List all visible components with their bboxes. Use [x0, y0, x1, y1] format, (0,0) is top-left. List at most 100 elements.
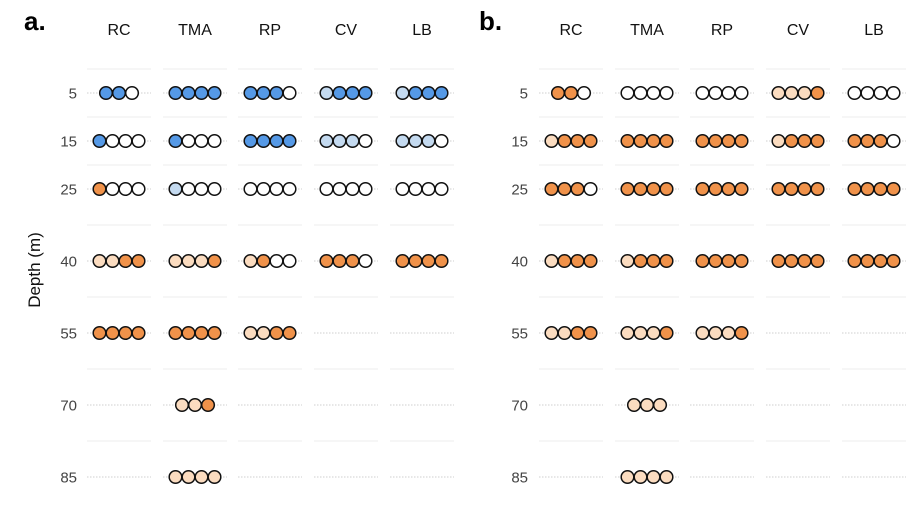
dot-tma-5-2	[181, 85, 196, 101]
dot-rp-55-2	[708, 325, 723, 341]
dot-tma-55-3	[194, 325, 209, 341]
dot-rp-25-4	[734, 181, 749, 197]
dot-tma-55-4	[207, 325, 222, 341]
dot-tma-55-4	[659, 325, 674, 341]
dot-cv-25-2	[332, 181, 347, 197]
dot-cv-5-4	[810, 85, 825, 101]
panel-a: a. RC TMA RP CV LB 5 15 25 40 55 70 85	[24, 6, 454, 487]
dot-cv-40-4	[810, 253, 825, 269]
dot-cv-40-2	[332, 253, 347, 269]
dot-cv-25-2	[784, 181, 799, 197]
dot-rc-40-1	[92, 253, 107, 269]
dot-rc-5-2	[563, 85, 579, 101]
y-tick-label: 70	[511, 398, 528, 415]
column-header-rp: RP	[711, 22, 733, 39]
dot-rc-55-4	[131, 325, 146, 341]
dot-cv-25-1	[319, 181, 334, 197]
dot-rp-15-3	[269, 133, 284, 149]
dot-lb-25-1	[847, 181, 862, 197]
dot-lb-40-3	[873, 253, 888, 269]
dot-rc-25-3	[118, 181, 133, 197]
dot-rp-25-1	[243, 181, 258, 197]
dot-lb-15-3	[873, 133, 888, 149]
dot-rp-40-2	[708, 253, 723, 269]
dot-cv-5-4	[358, 85, 373, 101]
dot-tma-85-1	[620, 469, 635, 485]
y-axis-title: Depth (m)	[25, 232, 44, 308]
dot-rc-15-4	[131, 133, 146, 149]
y-tick-label: 15	[511, 134, 528, 151]
dot-tma-25-3	[194, 181, 209, 197]
dot-rc-5-2	[111, 85, 127, 101]
dot-tma-55-1	[620, 325, 635, 341]
dot-rp-15-1	[695, 133, 710, 149]
dot-cv-40-4	[358, 253, 373, 269]
dot-cv-15-4	[810, 133, 825, 149]
dot-tma-5-1	[620, 85, 635, 101]
dot-cv-15-3	[797, 133, 812, 149]
dot-tma-15-2	[633, 133, 648, 149]
dot-rc-5-1	[98, 85, 114, 101]
dot-rp-5-3	[269, 85, 284, 101]
column-header-lb: LB	[412, 22, 432, 39]
dot-lb-40-4	[886, 253, 901, 269]
column-header-tma: TMA	[178, 22, 212, 39]
dot-rc-15-1	[92, 133, 107, 149]
y-tick-label: 25	[60, 182, 77, 199]
y-tick-label: 25	[511, 182, 528, 199]
dot-rp-25-3	[269, 181, 284, 197]
column-header-rp: RP	[259, 22, 281, 39]
dot-tma-40-4	[207, 253, 222, 269]
dot-rc-25-4	[131, 181, 146, 197]
y-tick-label: 55	[511, 326, 528, 343]
dot-rc-55-4	[583, 325, 598, 341]
dot-cv-40-1	[771, 253, 786, 269]
dot-tma-5-4	[207, 85, 222, 101]
dot-rc-25-4	[583, 181, 598, 197]
dot-lb-40-1	[395, 253, 410, 269]
dot-cv-40-2	[784, 253, 799, 269]
y-tick-label: 40	[511, 254, 528, 271]
dot-tma-15-3	[646, 133, 661, 149]
dot-rc-55-1	[544, 325, 559, 341]
dot-tma-40-2	[181, 253, 196, 269]
dot-tma-85-3	[194, 469, 209, 485]
dot-tma-15-2	[181, 133, 196, 149]
dot-rc-15-3	[118, 133, 133, 149]
dot-rc-40-3	[118, 253, 133, 269]
panel-label: b.	[479, 6, 502, 36]
dot-lb-25-2	[408, 181, 423, 197]
dot-tma-15-4	[207, 133, 222, 149]
dot-cv-15-3	[345, 133, 360, 149]
dot-cv-15-4	[358, 133, 373, 149]
dot-rc-15-2	[557, 133, 572, 149]
dot-rp-55-2	[256, 325, 271, 341]
dot-tma-40-3	[646, 253, 661, 269]
dot-tma-70-1	[626, 397, 642, 413]
dot-rc-40-4	[583, 253, 598, 269]
dot-tma-25-1	[168, 181, 183, 197]
dot-tma-85-2	[633, 469, 648, 485]
dot-rp-40-4	[734, 253, 749, 269]
dot-tma-25-2	[633, 181, 648, 197]
dot-tma-40-3	[194, 253, 209, 269]
dot-cv-15-2	[784, 133, 799, 149]
dot-cv-5-3	[797, 85, 812, 101]
dot-lb-25-3	[421, 181, 436, 197]
dot-lb-15-2	[860, 133, 875, 149]
dot-rp-25-1	[695, 181, 710, 197]
dot-tma-15-1	[620, 133, 635, 149]
dot-lb-40-2	[860, 253, 875, 269]
dot-rp-15-4	[282, 133, 297, 149]
dot-tma-15-1	[168, 133, 183, 149]
dot-tma-40-2	[633, 253, 648, 269]
dot-rp-40-2	[256, 253, 271, 269]
dot-cv-5-3	[345, 85, 360, 101]
y-tick-label: 5	[69, 86, 77, 103]
dot-lb-15-1	[395, 133, 410, 149]
dot-rp-25-2	[708, 181, 723, 197]
dot-rp-5-1	[243, 85, 258, 101]
y-tick-label: 85	[60, 470, 77, 487]
dot-lb-15-4	[434, 133, 449, 149]
